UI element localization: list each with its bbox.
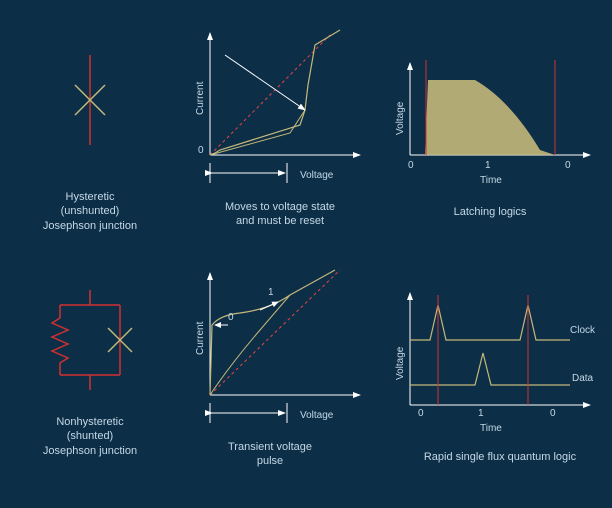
iv-top-svg (190, 25, 370, 185)
vt-top: 0 1 0 Time Voltage (390, 55, 600, 205)
iv-bot-1: 1 (268, 287, 274, 298)
jj-unshunted-svg (30, 50, 150, 150)
vt-bot-t2: 0 (550, 408, 556, 419)
vt-top-t2: 0 (565, 160, 571, 171)
symbol-unshunted-label: Hysteretic (unshunted) Josephson junctio… (30, 190, 150, 233)
vt-top-t0: 0 (408, 160, 414, 171)
vt-top-ylabel: Voltage (395, 102, 406, 135)
iv-top: 0 Voltage Current (190, 25, 370, 205)
iv-bot: 0 1 Voltage Current (190, 265, 370, 445)
jj-shunted-svg (30, 290, 150, 390)
vt-bot-data: Data (572, 373, 593, 384)
vt-bot-caption: Rapid single flux quantum logic (400, 450, 600, 464)
iv-bot-0: 0 (228, 312, 234, 323)
vt-bot-svg (390, 285, 600, 425)
iv-bot-svg (190, 265, 370, 425)
iv-bot-caption: Transient voltage pulse (210, 440, 330, 469)
vt-top-caption: Latching logics (420, 205, 560, 219)
vt-top-t1: 1 (485, 160, 491, 171)
iv-top-ylabel: Current (195, 82, 206, 115)
symbol-shunted-label: Nonhysteretic (shunted) Josephson juncti… (30, 415, 150, 458)
vt-bot-xlabel: Time (480, 423, 502, 434)
iv-bot-ylabel: Current (195, 322, 206, 355)
iv-top-caption: Moves to voltage state and must be reset (205, 200, 355, 229)
vt-bot-t1: 1 (478, 408, 484, 419)
symbol-shunted (30, 290, 150, 420)
iv-top-xlabel: Voltage (300, 170, 333, 181)
vt-bot-t0: 0 (418, 408, 424, 419)
vt-bot: 0 1 0 Clock Data Time Voltage (390, 285, 600, 445)
iv-bot-xlabel: Voltage (300, 410, 333, 421)
vt-bot-ylabel: Voltage (395, 347, 406, 380)
vt-bot-clock: Clock (570, 325, 595, 336)
iv-top-zero: 0 (198, 145, 204, 156)
vt-top-xlabel: Time (480, 175, 502, 186)
symbol-unshunted (30, 50, 150, 180)
vt-top-svg (390, 55, 600, 175)
